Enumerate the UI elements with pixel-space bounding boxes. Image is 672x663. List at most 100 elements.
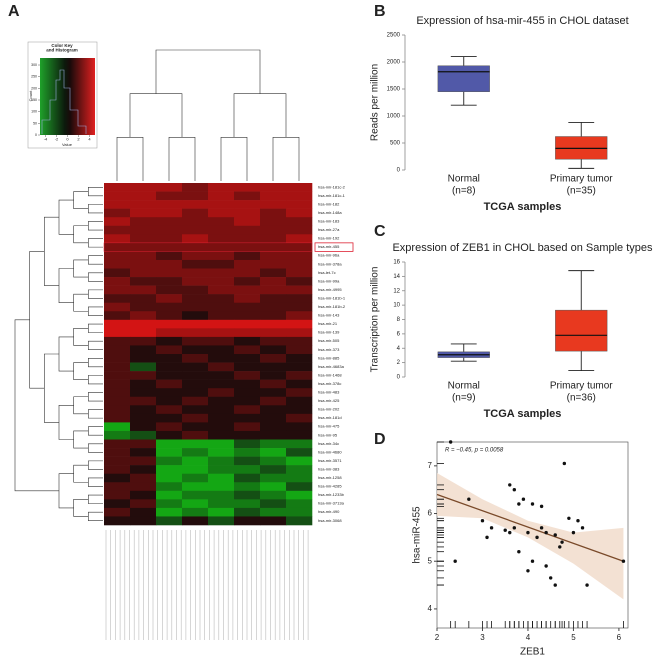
heatmap-cell (260, 430, 287, 440)
heatmap-cell (208, 242, 235, 252)
heatmap-cell (182, 405, 209, 415)
heatmap-cell (286, 422, 313, 432)
heatmap-cell (286, 345, 313, 355)
heatmap-cell (260, 285, 287, 295)
heatmap-cell (182, 200, 209, 209)
row-label: hsa-mir-4683a (318, 364, 345, 369)
heatmap-cell (260, 405, 287, 415)
highlight-box (314, 242, 354, 252)
row-label: hsa-mir-383 (318, 466, 340, 471)
row-label: hsa-mir-148a (318, 210, 342, 215)
row-label: hsa-mir-181b-1 (318, 295, 346, 300)
point (539, 526, 544, 530)
heatmap-cell (156, 482, 183, 492)
x-tick-label: 0 (66, 137, 69, 142)
heatmap-cell (286, 234, 313, 244)
row-label: hsa-mir-182 (318, 201, 340, 206)
heatmap-cell (234, 345, 261, 355)
heatmap-cell (182, 448, 209, 457)
point (571, 530, 576, 535)
heatmap-cell (260, 217, 287, 227)
row-label: hsa-mir-3713a (318, 501, 345, 506)
heatmap-cell (260, 490, 287, 500)
row-label: hsa-mir-373 (318, 347, 340, 352)
heatmap-cell (260, 379, 287, 389)
dendrogram (88, 323, 103, 333)
heatmap-cell (130, 507, 157, 517)
annotation: R = −0.45, p = 0.0058 (445, 448, 504, 454)
heatmap-cell (156, 183, 183, 192)
heatmap-cell (130, 482, 157, 492)
point (553, 583, 557, 587)
heatmap-cell (104, 251, 131, 261)
heatmap-cell (104, 354, 131, 363)
heatmap-cell (156, 371, 183, 380)
heatmap-cell (156, 268, 183, 278)
heatmap-cell (260, 311, 287, 321)
heatmap-cell (156, 242, 183, 252)
x-tick-label: -2 (55, 137, 59, 142)
dendrogram (88, 204, 103, 214)
y-axis-label: Transcription per million (370, 267, 381, 373)
panel-label: B (374, 3, 386, 20)
heatmap-cell (286, 285, 313, 295)
heatmap-cell (208, 473, 235, 483)
heatmap-cell (286, 516, 313, 526)
row-label: hsa-mir-4995 (318, 287, 342, 292)
dendrogram (88, 460, 103, 470)
heatmap-cell (182, 362, 209, 372)
heatmap-cell (182, 336, 209, 346)
dendrogram (73, 464, 89, 483)
heatmap-cell (182, 371, 209, 380)
row-label: hsa-mir-202 (318, 407, 340, 412)
heatmap-cell (208, 225, 235, 235)
y-tick-label: 300 (31, 63, 37, 67)
heatmap-cell (208, 354, 235, 363)
box (437, 65, 490, 92)
heatmap-cell (130, 251, 157, 261)
heatmap-cell (156, 430, 183, 440)
heatmap-cell (208, 439, 235, 449)
heatmap-cell (286, 379, 313, 389)
y-tick-label: 10 (393, 303, 400, 309)
dendrogram (88, 357, 103, 368)
heatmap-cell (130, 439, 157, 449)
dendrogram (116, 137, 144, 181)
row-label: hsa-mir-483 (318, 390, 340, 395)
heatmap-cell (208, 482, 235, 492)
heatmap-cell (130, 328, 157, 338)
heatmap-cell (104, 294, 131, 303)
heatmap-cell (130, 516, 157, 526)
y-tick-label: 50 (33, 121, 37, 125)
heatmap-cell (286, 191, 313, 201)
dendrogram (272, 137, 300, 181)
heatmap-cell (286, 456, 313, 466)
heatmap-cell (286, 482, 313, 492)
point (489, 526, 494, 530)
heatmap-cell (130, 311, 157, 321)
heatmap-cell (208, 251, 235, 261)
heatmap-cell (286, 499, 313, 509)
heatmap-cell (260, 413, 287, 423)
heatmap-cell (286, 396, 313, 406)
dendrogram (88, 238, 103, 248)
heatmap-cell (156, 354, 183, 363)
dendrogram (88, 409, 103, 419)
heatmap-cell (156, 191, 183, 201)
point (480, 518, 485, 523)
heatmap-cell (260, 371, 287, 380)
heatmap-cell (182, 439, 209, 449)
heatmap-cell (208, 234, 235, 244)
heatmap-cell (130, 242, 157, 252)
heatmap-cell (182, 234, 209, 244)
heatmap-cell (286, 268, 313, 278)
heatmap-cell (234, 259, 261, 269)
x-tick-label: Normal (448, 381, 480, 392)
x-tick-label: 6 (617, 633, 622, 642)
heatmap-cell (182, 251, 209, 261)
heatmap-cell (104, 183, 131, 192)
heatmap-cell (182, 328, 209, 338)
heatmap-cell (260, 183, 287, 192)
point (508, 530, 512, 535)
heatmap-cell (234, 311, 261, 321)
